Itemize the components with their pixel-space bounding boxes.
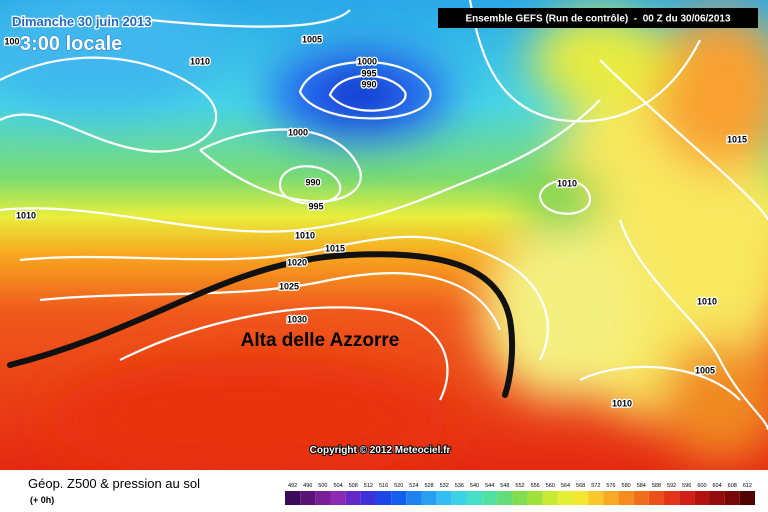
- scale-swatch: [588, 491, 604, 505]
- scale-swatch: [664, 491, 680, 505]
- scale-swatch: [466, 491, 483, 505]
- scale-swatch: [421, 491, 437, 505]
- scale-swatch: [436, 491, 452, 505]
- scale-swatch: [557, 491, 574, 505]
- isobar-label: 1010: [16, 210, 36, 220]
- scale-swatch: [375, 491, 392, 505]
- isobar-label: 1010: [190, 56, 210, 66]
- scale-swatch: [482, 491, 498, 505]
- scale-label: 572: [591, 483, 600, 489]
- scale-swatch: [391, 491, 407, 505]
- isobar-label: 990: [361, 79, 376, 89]
- scale-label: 552: [515, 483, 524, 489]
- isobar-label: 1020: [287, 257, 307, 267]
- annotation: Alta delle Azzorre: [241, 330, 400, 351]
- isobar-label: 1010: [557, 178, 577, 188]
- scale-label: 596: [682, 483, 691, 489]
- scale-label: 528: [424, 483, 433, 489]
- scale-label: 524: [409, 483, 418, 489]
- scale-swatch: [406, 491, 422, 505]
- isobar-label: 1010: [697, 296, 717, 306]
- isobar-label: 1010: [295, 230, 315, 240]
- scale-label: 580: [622, 483, 631, 489]
- scale-label: 532: [440, 483, 449, 489]
- scale-swatch: [345, 491, 361, 505]
- scale-label: 492: [288, 483, 297, 489]
- isobars: [0, 0, 768, 430]
- isobar-label: 1005: [695, 365, 715, 375]
- scale-label: 536: [455, 483, 464, 489]
- map-date: Dimanche 30 juin 2013: [12, 14, 151, 29]
- footer-title: Géop. Z500 & pression au sol: [28, 476, 200, 491]
- isobar-label: 1005: [302, 34, 322, 44]
- footer-step: (+ 0h): [30, 495, 54, 505]
- scale-label: 504: [333, 483, 342, 489]
- scale-swatch: [648, 491, 665, 505]
- isobar-label: 995: [308, 201, 323, 211]
- scale-label: 544: [485, 483, 494, 489]
- scale-swatch: [694, 491, 710, 505]
- scale-label: 500: [318, 483, 327, 489]
- map-background: [0, 0, 768, 470]
- scale-label: 592: [667, 483, 676, 489]
- scale-swatch: [724, 491, 740, 505]
- isobar-label: 1025: [279, 281, 299, 291]
- scale-swatch: [451, 491, 467, 505]
- isobar-labels: 100 1005 1010 1000 995 990 1000 990 995 …: [3, 33, 748, 410]
- scale-label: 604: [713, 483, 722, 489]
- scale-swatch: [360, 491, 376, 505]
- scale-swatch: [330, 491, 346, 505]
- scale-label: 512: [364, 483, 373, 489]
- isobar-label: 1000: [357, 56, 377, 66]
- model-box: [438, 8, 758, 28]
- azores-high-outline: [7, 251, 516, 398]
- scale-label: 588: [652, 483, 661, 489]
- scale-swatch: [618, 491, 634, 505]
- scale-label: 508: [349, 483, 358, 489]
- scale-label: 520: [394, 483, 403, 489]
- scale-label: 540: [470, 483, 479, 489]
- isobar-label: 990: [305, 177, 320, 187]
- scale-swatch: [633, 491, 649, 505]
- isobar-label: 1000: [288, 127, 308, 137]
- scale-swatch: [679, 491, 695, 505]
- scale-swatch: [512, 491, 528, 505]
- scale-swatch: [285, 491, 301, 505]
- isobar-label: 995: [361, 68, 376, 78]
- scale-label: 576: [606, 483, 615, 489]
- color-scale: 492 496 500 504 508 512 516 520 524 528 532 536 540 5…: [285, 483, 755, 505]
- scale-label: 612: [743, 483, 752, 489]
- scale-label: 556: [531, 483, 540, 489]
- model-info: Ensemble GEFS (Run de contrôle) - 00 Z d…: [465, 14, 731, 25]
- scale-label: 496: [303, 483, 312, 489]
- isobar-label: 1015: [325, 243, 345, 253]
- map-time: 3:00 locale: [20, 33, 122, 55]
- isobar-label: 100: [4, 36, 19, 46]
- scale-label: 584: [637, 483, 646, 489]
- copyright: Copyright © 2012 Meteociel.fr: [310, 445, 451, 456]
- scale-label: 548: [500, 483, 509, 489]
- scale-swatch: [542, 491, 558, 505]
- scale-swatch: [603, 491, 619, 505]
- scale-label: 516: [379, 483, 388, 489]
- isobar-label: 1010: [612, 398, 632, 408]
- scale-swatch: [739, 491, 755, 505]
- isobar-label: 1030: [287, 314, 307, 324]
- scale-label: 564: [561, 483, 570, 489]
- scale-swatch: [497, 491, 513, 505]
- scale-label: 560: [546, 483, 555, 489]
- scale-swatch: [573, 491, 589, 505]
- scale-swatch: [300, 491, 316, 505]
- scale-swatch: [315, 491, 331, 505]
- scale-label: 568: [576, 483, 585, 489]
- scale-label: 600: [697, 483, 706, 489]
- scale-swatch: [527, 491, 543, 505]
- isobar-label: 1015: [727, 134, 747, 144]
- scale-swatch: [709, 491, 725, 505]
- scale-label: 608: [728, 483, 737, 489]
